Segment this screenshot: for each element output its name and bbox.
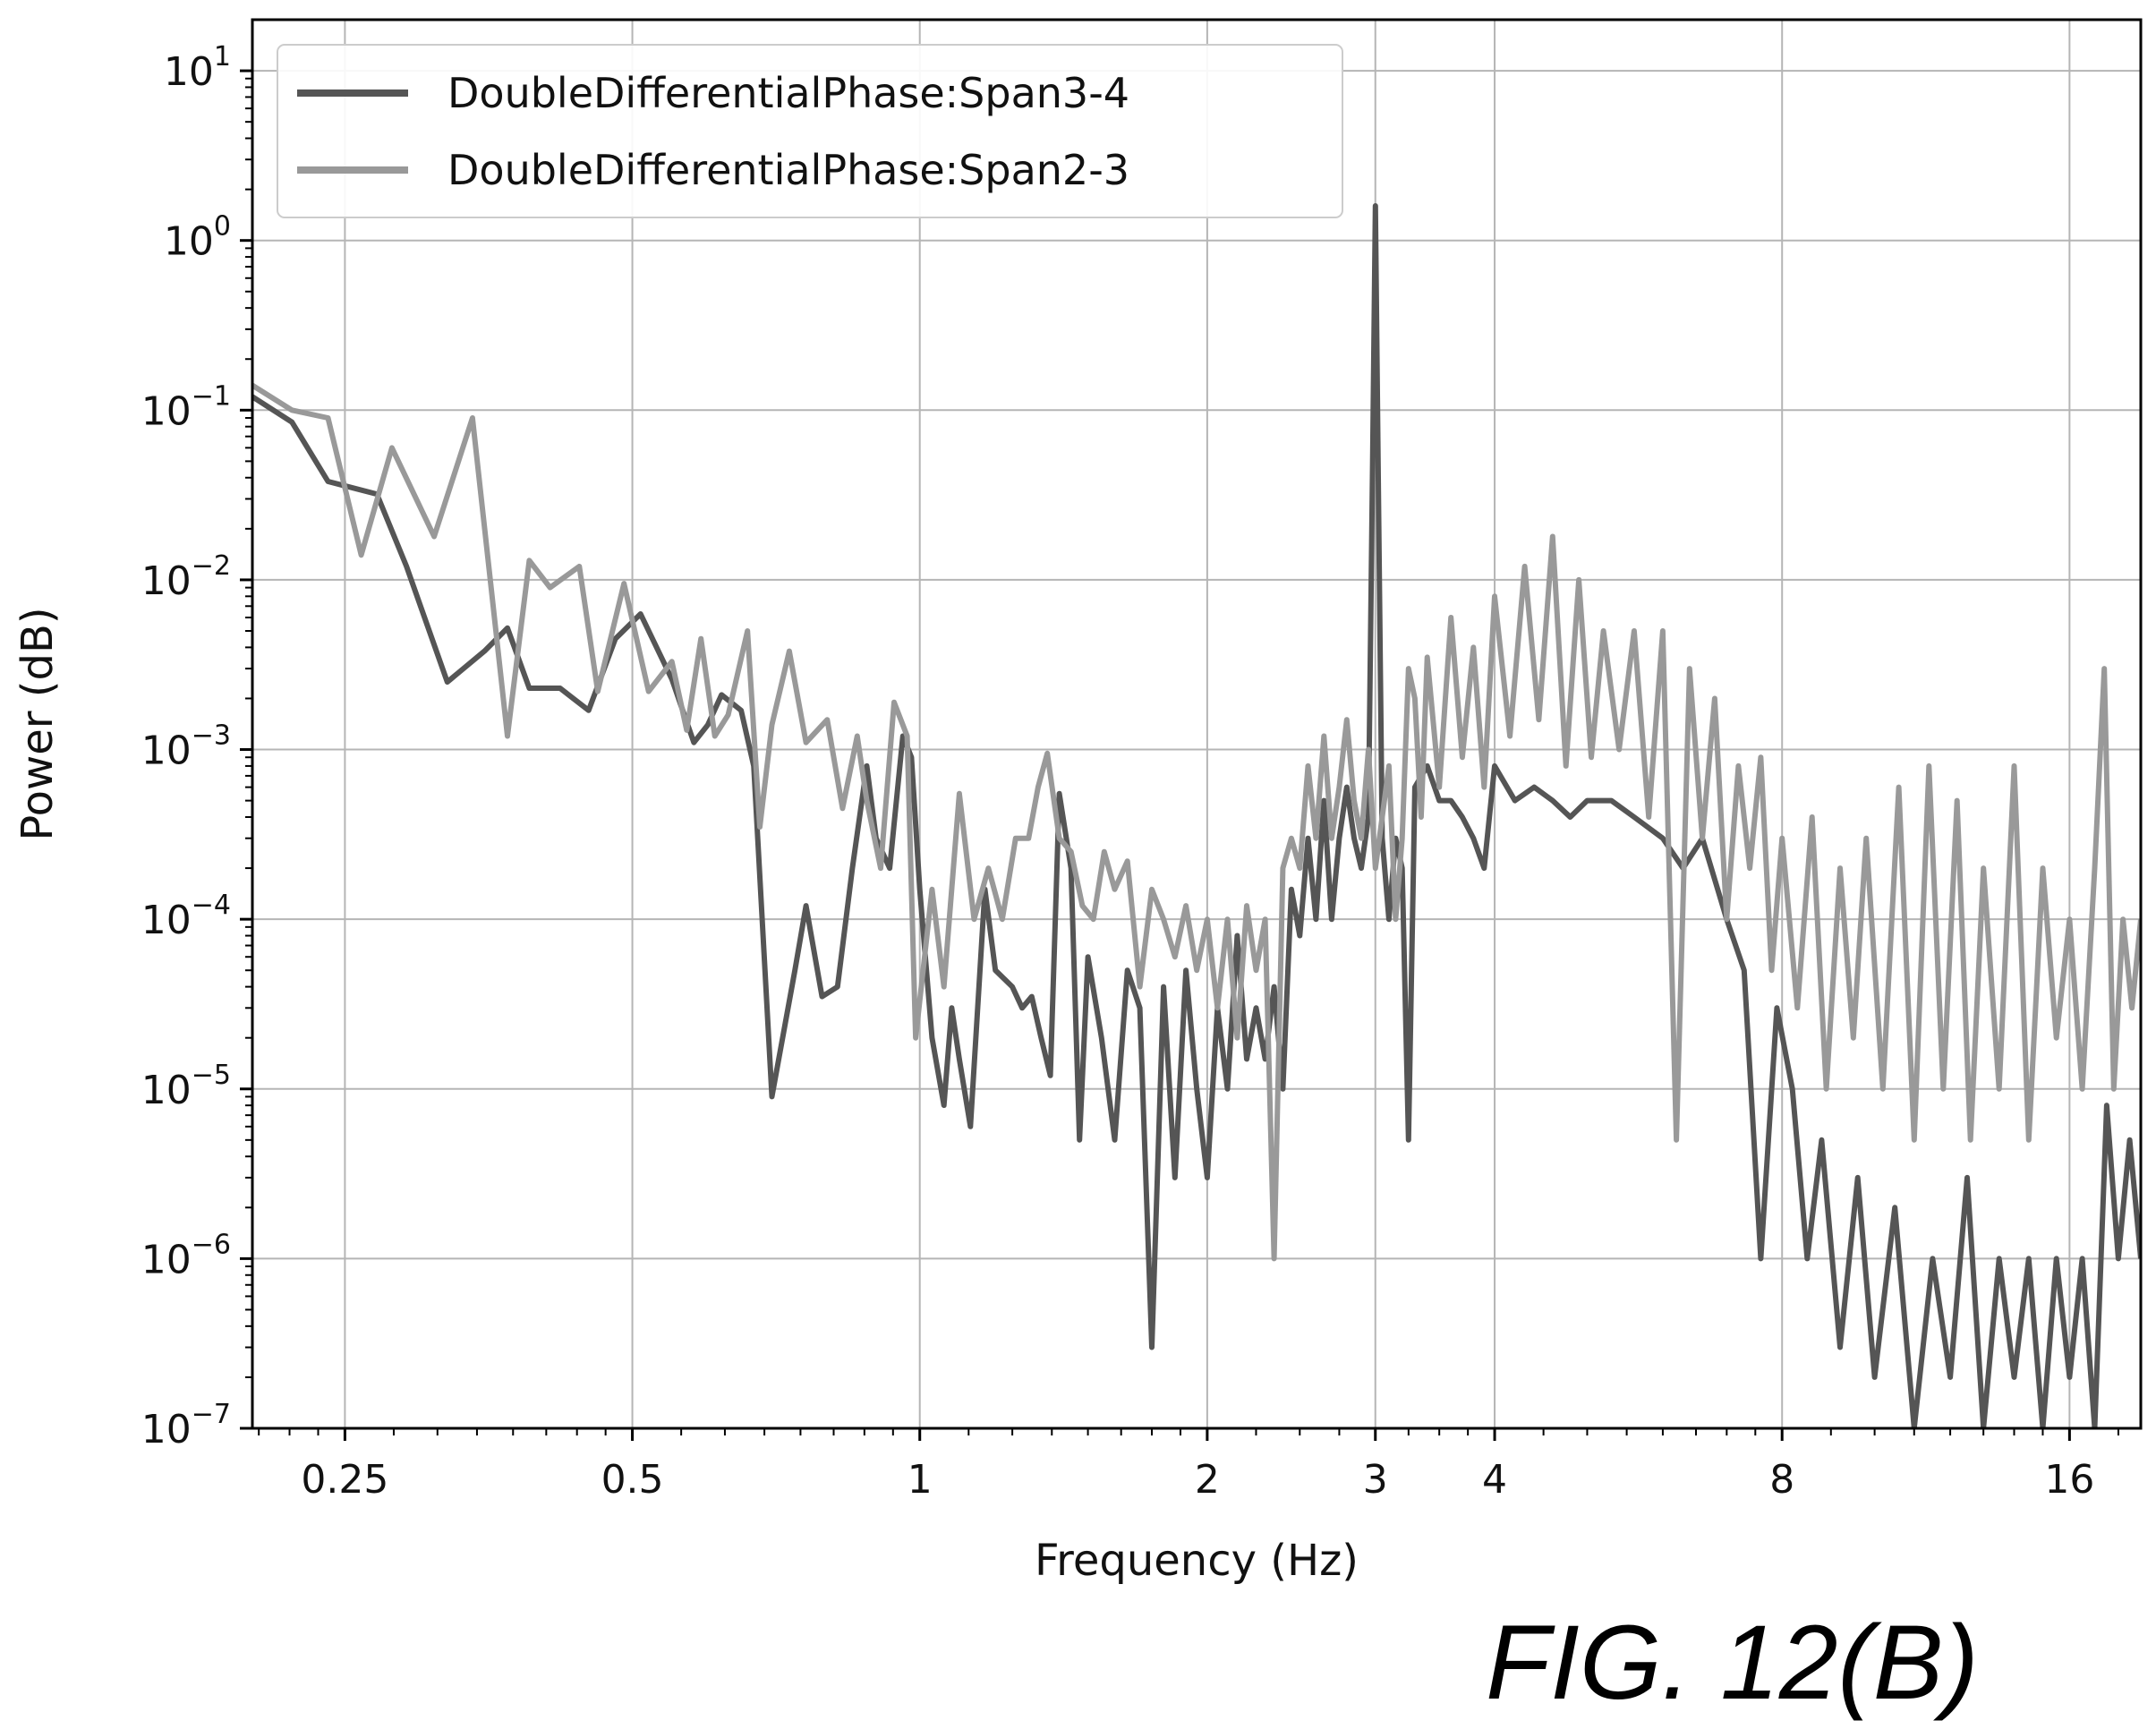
x-axis-label: Frequency (Hz) bbox=[1035, 1536, 1359, 1586]
y-tick-label: 101 bbox=[164, 41, 231, 95]
x-tick-label: 16 bbox=[2044, 1457, 2094, 1503]
y-tick-label: 10−1 bbox=[141, 380, 231, 434]
series-lines bbox=[252, 203, 2141, 1428]
axis-ticks bbox=[240, 69, 2119, 1441]
y-tick-label: 10−7 bbox=[141, 1399, 231, 1452]
plot-frame bbox=[251, 18, 2143, 1430]
legend-label-span2-3: DoubleDifferentialPhase:Span2-3 bbox=[447, 146, 1129, 194]
legend-box bbox=[277, 44, 1343, 218]
x-tick-label: 0.5 bbox=[601, 1457, 664, 1503]
x-tick-label: 0.25 bbox=[301, 1457, 388, 1503]
series-line-span2-3 bbox=[252, 383, 2141, 1262]
y-tick-labels: 101 100 10−1 10−2 10−3 10−4 10−5 10−6 10−7 bbox=[141, 41, 231, 1452]
x-tick-labels: 0.25 0.5 1 2 3 4 8 16 bbox=[301, 1457, 2094, 1503]
y-tick-label: 10−6 bbox=[141, 1229, 231, 1282]
figure-caption: FIG. 12(B) bbox=[1486, 1604, 1979, 1722]
legend: DoubleDifferentialPhase:Span3-4 DoubleDi… bbox=[277, 44, 1343, 218]
series-line-span3-4 bbox=[252, 203, 2141, 1428]
x-tick-label: 1 bbox=[908, 1457, 933, 1503]
y-axis-label: Power (dB) bbox=[13, 607, 63, 840]
x-tick-label: 4 bbox=[1482, 1457, 1507, 1503]
y-tick-label: 10−2 bbox=[141, 550, 231, 604]
x-tick-label: 8 bbox=[1769, 1457, 1794, 1503]
y-tick-label: 100 bbox=[164, 211, 231, 265]
y-tick-label: 10−3 bbox=[141, 720, 231, 774]
y-tick-label: 10−4 bbox=[141, 890, 231, 943]
x-tick-label: 2 bbox=[1195, 1457, 1220, 1503]
legend-label-span3-4: DoubleDifferentialPhase:Span3-4 bbox=[447, 69, 1129, 117]
x-tick-label: 3 bbox=[1363, 1457, 1388, 1503]
y-tick-label: 10−5 bbox=[141, 1060, 231, 1113]
